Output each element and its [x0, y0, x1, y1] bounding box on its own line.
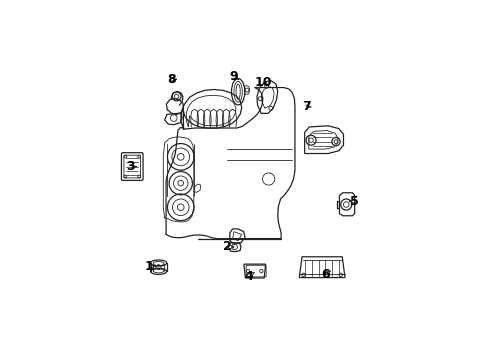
Text: 2: 2 — [222, 240, 231, 253]
Text: 3: 3 — [126, 160, 135, 173]
Text: 5: 5 — [349, 195, 358, 208]
Text: 1: 1 — [145, 260, 154, 273]
Text: 4: 4 — [244, 270, 253, 283]
Text: 8: 8 — [167, 73, 176, 86]
Text: 10: 10 — [254, 76, 271, 89]
Text: 7: 7 — [301, 100, 310, 113]
Text: 6: 6 — [321, 268, 329, 281]
Text: 9: 9 — [229, 70, 238, 83]
